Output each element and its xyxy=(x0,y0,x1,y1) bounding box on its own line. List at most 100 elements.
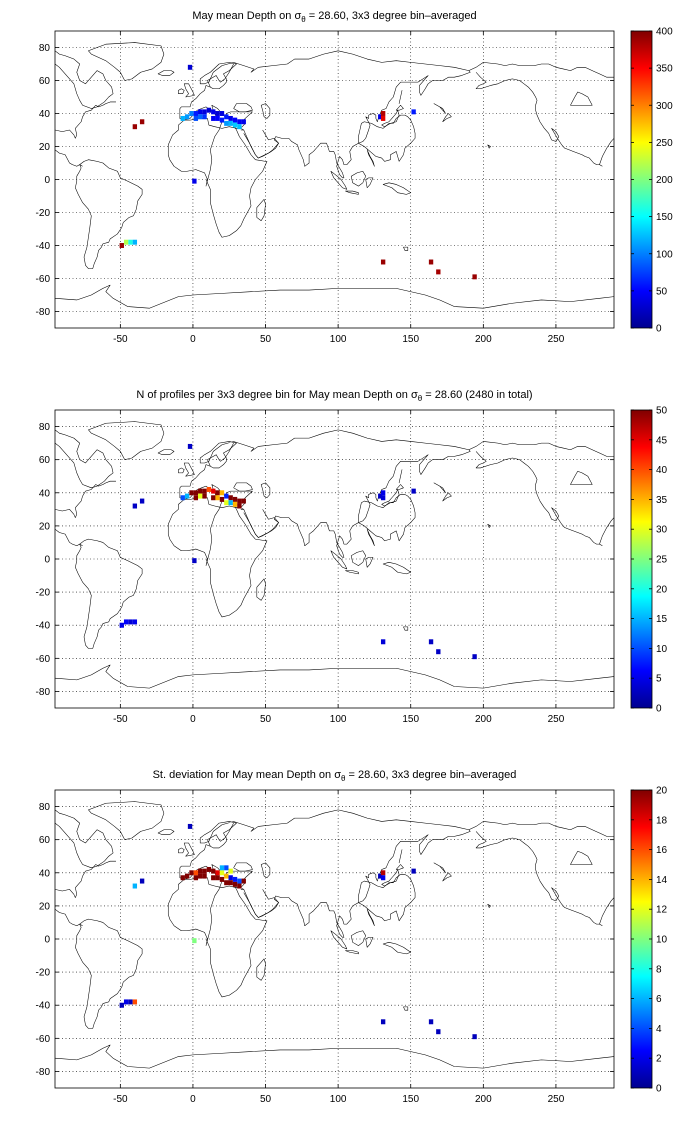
data-bin xyxy=(119,243,124,248)
data-bin xyxy=(219,865,225,871)
x-tick-label: 100 xyxy=(330,1094,347,1105)
data-bin xyxy=(215,490,220,496)
data-bin xyxy=(184,493,190,499)
colorbar-tick-label: 25 xyxy=(656,555,668,566)
data-bin xyxy=(202,868,207,874)
data-bin xyxy=(378,873,383,879)
x-tick-label: 150 xyxy=(402,714,419,725)
colorbar-tick-label: 6 xyxy=(656,994,662,1005)
data-bin xyxy=(202,488,207,494)
data-bin xyxy=(187,64,193,70)
colorbar-gradient xyxy=(630,30,653,329)
data-bin xyxy=(128,619,133,625)
data-bin xyxy=(219,490,225,496)
data-bin xyxy=(232,117,238,123)
y-tick-label: -20 xyxy=(36,968,51,979)
data-bin xyxy=(380,639,386,645)
colorbar-tick-label: 200 xyxy=(656,175,673,186)
data-bin xyxy=(215,115,220,121)
data-bin xyxy=(180,115,185,121)
data-bin xyxy=(380,115,386,121)
y-tick-label: -20 xyxy=(36,588,51,599)
colorbar-gradient xyxy=(630,789,653,1089)
plot-area xyxy=(55,410,614,708)
data-bin xyxy=(215,875,220,881)
data-bin xyxy=(189,111,194,116)
colorbar-tick-label: 100 xyxy=(656,249,673,260)
data-bin xyxy=(228,495,233,501)
data-bin xyxy=(211,495,216,501)
data-bin xyxy=(139,119,145,125)
colorbar-tick-label: 250 xyxy=(656,138,673,149)
data-bin xyxy=(232,501,238,507)
data-bin xyxy=(380,495,386,501)
data-bin xyxy=(184,114,190,120)
data-bin xyxy=(380,259,386,265)
data-bin xyxy=(206,107,212,113)
data-bin xyxy=(380,490,386,496)
data-bin xyxy=(472,1034,477,1040)
colorbar-tick-label: 150 xyxy=(656,212,673,223)
data-bin xyxy=(224,500,229,506)
data-bin xyxy=(139,878,145,884)
x-tick-label: 0 xyxy=(190,1094,196,1105)
data-bin xyxy=(237,503,242,509)
data-bin xyxy=(237,124,242,130)
data-bin xyxy=(428,1019,434,1025)
colorbar-tick-label: 18 xyxy=(656,815,668,826)
chart-panel-2: N of profiles per 3x3 degree bin for May… xyxy=(36,389,668,725)
y-tick-label: 0 xyxy=(44,935,50,946)
data-bin xyxy=(180,875,185,881)
data-bin xyxy=(128,239,133,245)
data-bin xyxy=(380,875,386,881)
colorbar-tick-label: 40 xyxy=(656,465,668,476)
colorbar-tick-label: 5 xyxy=(656,674,662,685)
colorbar-tick-label: 0 xyxy=(656,324,662,335)
x-tick-label: 150 xyxy=(402,1094,419,1105)
x-tick-label: 0 xyxy=(190,334,196,345)
data-bin xyxy=(139,498,145,504)
data-bin xyxy=(202,114,207,120)
colorbar-gradient xyxy=(630,409,653,709)
data-bin xyxy=(224,493,229,499)
x-tick-label: 50 xyxy=(260,1094,272,1105)
data-bin xyxy=(211,115,216,121)
data-bin xyxy=(472,274,477,280)
chart-title: N of profiles per 3x3 degree bin for May… xyxy=(136,389,532,403)
y-tick-label: 80 xyxy=(39,43,51,54)
x-tick-label: 200 xyxy=(475,334,492,345)
colorbar: 0 5 10 15 20 25 30 35 40 45 50 xyxy=(630,406,668,715)
data-bin xyxy=(189,870,194,876)
data-bin xyxy=(411,868,416,874)
data-bin xyxy=(219,117,225,123)
data-bin xyxy=(189,490,194,496)
data-bin xyxy=(192,558,197,564)
data-bin xyxy=(193,870,199,876)
data-bin xyxy=(198,488,203,494)
data-bin xyxy=(132,239,138,245)
data-bin xyxy=(123,999,129,1005)
y-tick-label: -60 xyxy=(36,654,51,665)
data-bin xyxy=(228,880,233,886)
data-bin xyxy=(232,876,238,882)
colorbar-tick-label: 4 xyxy=(656,1024,662,1035)
colorbar-tick-label: 0 xyxy=(656,1084,662,1095)
data-bin xyxy=(219,111,225,116)
x-tick-label: -50 xyxy=(113,1094,128,1105)
data-bin xyxy=(206,866,212,872)
grid xyxy=(55,31,614,328)
data-bin xyxy=(128,999,133,1005)
data-bin xyxy=(211,109,216,115)
data-bin xyxy=(237,119,242,125)
data-bin xyxy=(428,639,434,645)
data-bin xyxy=(228,875,233,881)
y-tick-label: -60 xyxy=(36,274,51,285)
y-tick-label: -40 xyxy=(36,241,51,252)
data-bin xyxy=(228,120,233,126)
colorbar-tick-label: 8 xyxy=(656,964,662,975)
y-tick-label: -40 xyxy=(36,1001,51,1012)
data-bins xyxy=(119,443,477,660)
x-tick-label: -50 xyxy=(113,334,128,345)
data-bin xyxy=(436,1029,441,1035)
data-bin xyxy=(232,496,238,502)
